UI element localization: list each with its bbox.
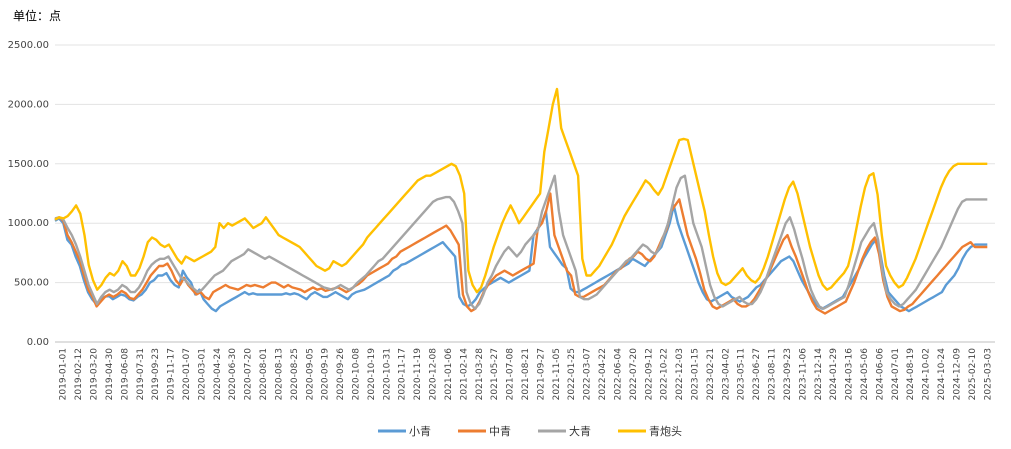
x-tick-label: 2020-12-08 — [429, 348, 439, 401]
x-tick-label: 2024-06-06 — [875, 348, 885, 401]
x-tick-label: 2019-06-08 — [120, 348, 130, 401]
x-tick-label: 2019-01-01 — [59, 348, 69, 400]
x-tick-label: 2021-05-27 — [490, 348, 500, 400]
x-tick-label: 2022-10-22 — [660, 348, 670, 400]
x-tick-label: 2021-07-08 — [506, 348, 516, 401]
x-tick-label: 2024-07-01 — [891, 348, 901, 400]
x-tick-label: 2022-09-12 — [644, 348, 654, 400]
x-tick-label: 2019-09-23 — [151, 348, 161, 400]
legend-label: 青炮头 — [649, 425, 682, 438]
x-tick-label: 2019-11-17 — [167, 348, 177, 400]
x-tick-label: 2023-12-14 — [814, 348, 824, 401]
x-tick-label: 2020-10-08 — [351, 348, 361, 401]
y-tick-label: 2000.00 — [8, 99, 49, 110]
x-tick-label: 2019-04-30 — [105, 348, 115, 401]
x-tick-label: 2022-12-03 — [675, 348, 685, 400]
x-tick-label: 2021-01-06 — [444, 348, 454, 401]
x-tick-label: 2020-03-01 — [197, 348, 207, 400]
x-tick-label: 2021-11-05 — [552, 348, 562, 400]
x-tick-label: 2022-06-04 — [613, 348, 623, 401]
y-tick-label: 1500.00 — [8, 159, 49, 170]
x-tick-label: 2020-09-19 — [321, 348, 331, 401]
x-tick-label: 2025-02-10 — [968, 348, 978, 401]
x-tick-label: 2024-05-06 — [860, 348, 870, 401]
x-tick-label: 2020-09-05 — [305, 348, 315, 400]
series-line-4 — [54, 87, 988, 294]
x-tick-label: 2020-09-26 — [336, 348, 346, 401]
legend-label: 小青 — [409, 425, 431, 438]
x-tick-label: 2021-03-28 — [475, 348, 485, 401]
x-tick-label: 2024-08-19 — [906, 348, 916, 401]
x-tick-label: 2024-10-24 — [937, 348, 947, 401]
x-tick-label: 2020-11-17 — [398, 348, 408, 400]
y-tick-label: 2500.00 — [8, 40, 49, 51]
x-tick-label: 2019-07-31 — [136, 348, 146, 400]
x-tick-label: 2024-03-16 — [845, 348, 855, 401]
x-tick-label: 2025-03-03 — [983, 348, 993, 400]
x-tick-label: 2022-07-20 — [629, 348, 639, 401]
x-tick-label: 2020-01-07 — [182, 348, 192, 400]
series-line-3 — [54, 174, 988, 310]
y-tick-label: 500.00 — [14, 278, 49, 289]
x-tick-label: 2020-04-24 — [213, 348, 223, 401]
x-tick-label: 2020-11-19 — [413, 348, 423, 401]
x-tick-label: 2021-02-14 — [459, 348, 469, 401]
x-tick-label: 2019-02-12 — [74, 348, 84, 400]
y-tick-label: 0.00 — [27, 337, 49, 348]
x-tick-label: 2020-06-30 — [228, 348, 238, 401]
x-tick-label: 2023-11-06 — [798, 348, 808, 401]
x-tick-label: 2022-01-25 — [567, 348, 577, 400]
x-tick-label: 2024-12-09 — [952, 348, 962, 401]
y-tick-label: 1000.00 — [8, 218, 49, 229]
x-tick-label: 2020-10-19 — [367, 348, 377, 401]
x-tick-label: 2019-03-20 — [90, 348, 100, 401]
x-tick-label: 2021-09-27 — [536, 348, 546, 400]
x-tick-label: 2020-08-25 — [290, 348, 300, 400]
x-tick-label: 2023-02-21 — [706, 348, 716, 400]
legend-item: 小青 — [378, 425, 431, 438]
legend-label: 大青 — [569, 424, 591, 438]
x-tick-label: 2023-06-27 — [752, 348, 762, 400]
x-tick-label: 2020-08-13 — [274, 348, 284, 400]
x-tick-label: 2022-04-22 — [598, 348, 608, 400]
x-tick-label: 2021-08-21 — [521, 348, 531, 400]
x-tick-label: 2023-04-02 — [721, 348, 731, 400]
x-tick-label: 2023-08-11 — [768, 348, 778, 400]
legend-item: 青炮头 — [618, 425, 682, 438]
legend-item: 中青 — [458, 425, 511, 438]
x-tick-label: 2020-07-20 — [244, 348, 254, 401]
series-line-2 — [54, 192, 988, 315]
x-tick-label: 2023-01-15 — [691, 348, 701, 400]
x-tick-label: 2024-10-02 — [922, 348, 932, 400]
x-tick-label: 2020-08-01 — [259, 348, 269, 400]
x-tick-label: 2020-10-31 — [382, 348, 392, 400]
x-tick-label: 2022-03-07 — [583, 348, 593, 400]
x-tick-label: 2023-09-23 — [783, 348, 793, 400]
x-tick-label: 2023-05-11 — [737, 348, 747, 400]
x-tick-label: 2024-01-29 — [829, 348, 839, 401]
legend-label: 中青 — [489, 425, 511, 438]
legend-item: 大青 — [538, 424, 591, 438]
unit-label: 单位：点 — [13, 9, 62, 23]
